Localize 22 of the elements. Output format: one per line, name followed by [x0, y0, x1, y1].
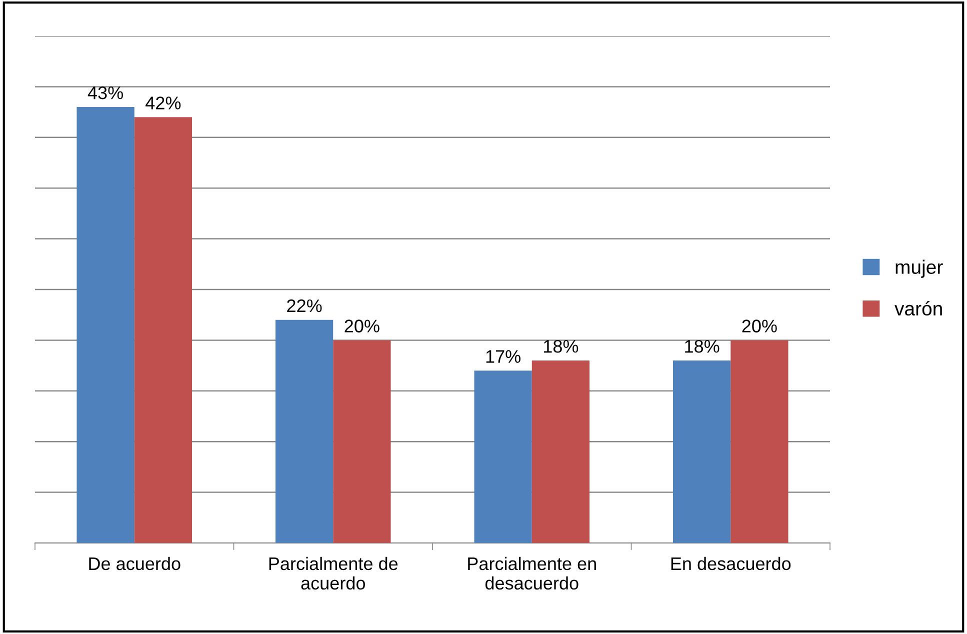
x-tick-label: De acuerdo: [89, 556, 180, 570]
data-label: 18%: [685, 340, 720, 353]
bar: [333, 340, 391, 543]
data-label: 20%: [344, 320, 380, 332]
data-label: 43%: [88, 86, 123, 100]
data-label: 17%: [486, 350, 520, 363]
bar: [532, 360, 590, 543]
x-tick-label: Parcialmente en desacuerdo: [468, 556, 596, 590]
data-label: 42%: [146, 96, 181, 110]
data-label: 20%: [742, 320, 777, 332]
bar: [134, 117, 192, 543]
data-label: 18%: [544, 340, 578, 353]
data-label: 22%: [287, 299, 322, 312]
x-tick-label: En desacuerdo: [671, 556, 791, 570]
bar: [76, 106, 134, 543]
legend-label: mujer: [896, 260, 943, 278]
x-tick-label: Parcialmente de acuerdo: [269, 556, 398, 590]
bar: [275, 320, 334, 543]
bar: [474, 370, 532, 543]
legend-label: varón: [894, 301, 942, 316]
bar: [730, 340, 788, 543]
bar: [672, 360, 731, 543]
